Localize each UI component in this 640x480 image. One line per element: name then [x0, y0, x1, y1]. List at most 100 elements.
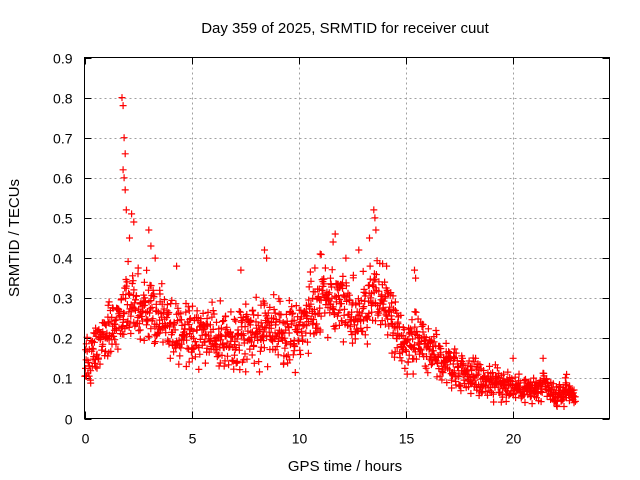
data-point: [289, 351, 297, 359]
data-point: [408, 316, 416, 324]
data-point: [125, 289, 133, 297]
data-point: [281, 334, 289, 342]
x-tick-label: 5: [189, 431, 197, 447]
data-point: [456, 381, 464, 389]
data-point: [306, 268, 314, 276]
plot-frame: [84, 57, 610, 419]
data-point: [502, 398, 510, 405]
data-point: [106, 318, 114, 326]
data-point: [129, 277, 137, 285]
data-point: [339, 338, 347, 346]
data-point: [151, 339, 158, 347]
data-point: [379, 260, 387, 268]
data-point: [250, 359, 258, 367]
data-point: [412, 308, 420, 316]
data-point: [472, 354, 480, 362]
data-point: [395, 323, 403, 331]
data-point: [185, 321, 193, 329]
data-point: [560, 403, 568, 410]
data-point: [112, 340, 120, 348]
data-point: [147, 325, 155, 333]
data-point: [260, 337, 267, 345]
data-point: [201, 359, 209, 367]
data-point: [339, 272, 347, 280]
data-point: [451, 345, 459, 353]
data-point: [419, 328, 427, 336]
data-point: [520, 377, 528, 385]
data-point: [217, 324, 225, 332]
gridlines: [84, 57, 610, 419]
data-point: [325, 289, 333, 297]
data-point: [530, 374, 538, 382]
data-point: [250, 343, 258, 350]
data-point: [87, 379, 95, 387]
data-point: [346, 323, 354, 331]
data-point: [153, 307, 161, 315]
data-point: [553, 403, 561, 410]
data-point: [263, 254, 271, 262]
data-point: [488, 376, 496, 384]
data-point: [247, 329, 255, 337]
data-point: [144, 316, 152, 324]
data-point: [288, 310, 296, 318]
data-point: [467, 390, 475, 397]
data-point: [342, 254, 350, 262]
data-point: [104, 301, 112, 309]
data-point: [248, 351, 256, 359]
data-point: [347, 328, 355, 335]
data-point: [336, 306, 344, 314]
data-point: [448, 376, 455, 384]
x-tick-label: 10: [292, 431, 308, 447]
data-point: [256, 368, 263, 376]
data-point: [276, 317, 284, 325]
data-point: [143, 321, 150, 329]
data-point: [261, 299, 269, 307]
data-point: [452, 349, 460, 357]
data-point: [125, 323, 133, 331]
data-point: [478, 389, 485, 397]
data-point: [375, 287, 383, 295]
data-point: [383, 262, 391, 270]
data-point: [132, 296, 139, 304]
data-point: [177, 310, 185, 318]
data-point: [193, 307, 201, 315]
data-point: [150, 293, 158, 301]
data-point: [273, 343, 281, 350]
data-point: [165, 338, 173, 345]
data-point: [563, 370, 571, 378]
data-point: [285, 329, 293, 337]
data-point: [116, 312, 124, 320]
data-point: [227, 308, 235, 316]
data-point: [148, 304, 156, 311]
data-point: [163, 301, 171, 309]
data-point: [274, 337, 282, 345]
data-point: [218, 351, 226, 359]
data-point: [445, 348, 453, 356]
data-point: [271, 309, 279, 317]
data-point: [220, 317, 228, 325]
y-tick-label: 0.4: [53, 251, 73, 267]
data-point: [152, 300, 160, 308]
data-point: [429, 343, 437, 351]
data-point: [283, 353, 290, 361]
data-point: [372, 226, 380, 234]
data-point: [361, 331, 369, 339]
data-point: [185, 358, 193, 366]
data-point: [119, 166, 127, 174]
data-point: [90, 338, 98, 346]
data-point: [115, 306, 123, 314]
data-point: [204, 308, 212, 316]
data-point: [99, 328, 107, 336]
data-point: [376, 300, 384, 307]
data-point: [108, 313, 116, 321]
data-point: [260, 344, 268, 352]
data-point: [290, 316, 298, 324]
data-point: [433, 373, 441, 381]
data-point: [371, 275, 379, 283]
data-point: [105, 298, 113, 306]
data-point: [521, 376, 529, 384]
data-point: [261, 324, 269, 332]
data-point: [355, 246, 363, 254]
data-point: [119, 102, 127, 110]
data-point: [388, 315, 396, 323]
